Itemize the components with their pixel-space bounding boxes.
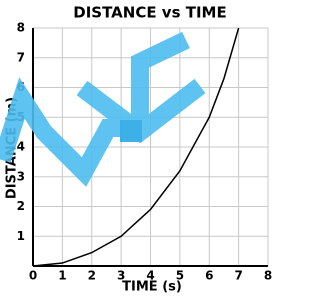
y-tick-label: 1 [17,229,25,243]
chart: DISTANCE vs TIME TIME (s) DISTANCE (m) 0… [0,0,295,297]
x-tick-label: 7 [234,269,242,283]
decorative-overlap [120,120,142,142]
y-tick-label: 2 [17,199,25,213]
x-tick-label: 3 [117,269,125,283]
chart-title: DISTANCE vs TIME [73,4,226,22]
x-tick-label: 6 [205,269,213,283]
decoration [2,40,200,172]
y-tick-label: 3 [17,169,25,183]
x-tick-label: 2 [88,269,96,283]
y-tick-label: 8 [17,21,25,35]
x-tick-label: 8 [264,269,272,283]
x-tick-label: 5 [176,269,184,283]
y-tick-label: 7 [17,50,25,64]
x-tick-label: 4 [146,269,154,283]
x-tick-label: 0 [29,269,37,283]
x-tick-label: 1 [58,269,66,283]
y-tick-label: 4 [17,140,25,154]
